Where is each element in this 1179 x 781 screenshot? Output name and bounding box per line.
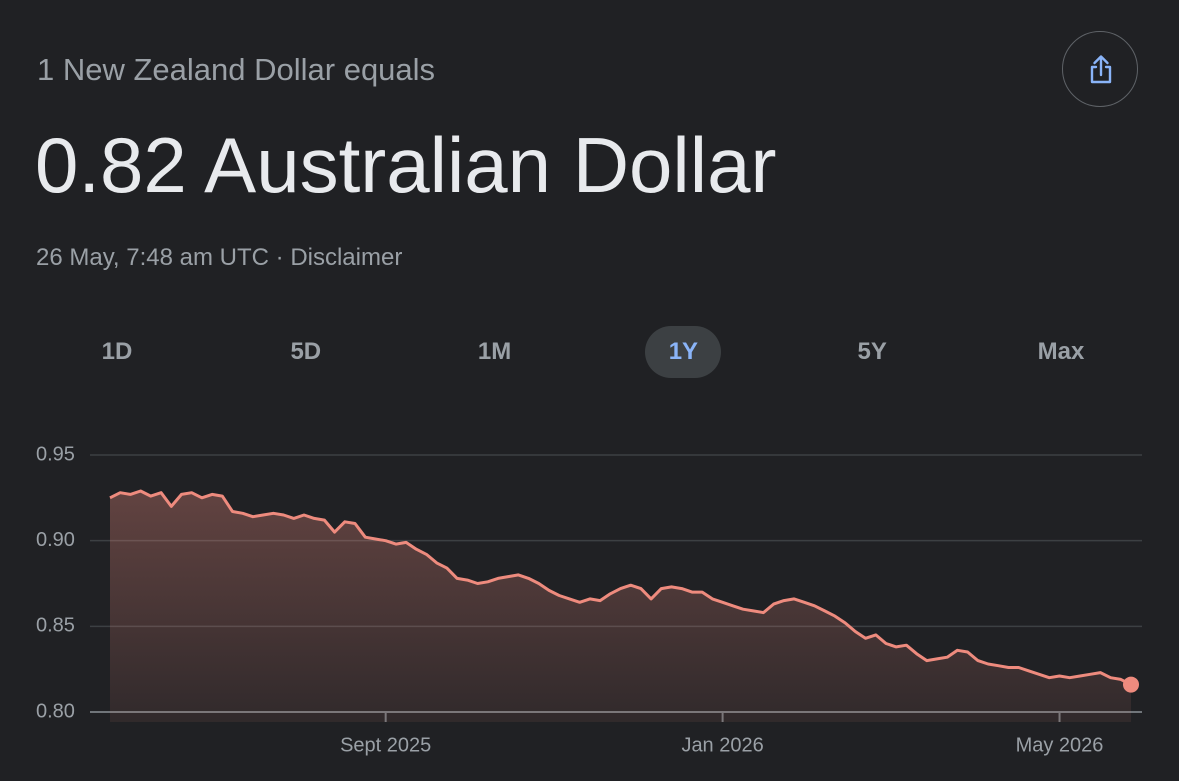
range-button[interactable]: Max [1023, 326, 1099, 378]
x-tick-label: Jan 2026 [681, 734, 763, 756]
disclaimer-link[interactable]: Disclaimer [290, 244, 403, 271]
chart: 0.80 0.85 0.90 0.95 Sept 2025 Jan 2026 May 202… [36, 443, 1142, 756]
x-tick-label: May 2026 [1016, 734, 1104, 756]
share-icon [1090, 55, 1112, 84]
y-tick-label: 0.80 [36, 700, 75, 722]
y-tick-label: 0.95 [36, 443, 75, 465]
subtitle: 1 New Zealand Dollar equals [37, 52, 436, 87]
rate-value: 0.82 Australian Dollar [35, 121, 777, 209]
range-button[interactable]: 1M [457, 326, 533, 378]
meta-line: 26 May, 7:48 am UTC · Disclaimer [36, 244, 402, 272]
x-tick-label: Sept 2025 [340, 734, 431, 756]
area [110, 491, 1131, 722]
range-selector: 1D 5D 1M 1Y 5Y Max [0, 320, 1179, 384]
range-button[interactable]: 1D [79, 326, 155, 378]
range-button[interactable]: 5Y [834, 326, 910, 378]
share-button[interactable] [1062, 31, 1138, 107]
separator: · [275, 244, 284, 271]
line [109, 489, 1132, 686]
range-button[interactable]: 1Y [645, 326, 722, 378]
y-tick-label: 0.90 [36, 529, 75, 551]
timestamp: 26 May, 7:48 am UTC [36, 244, 269, 271]
end-point [1123, 676, 1139, 693]
range-button[interactable]: 5D [268, 326, 344, 378]
y-tick-label: 0.85 [36, 615, 75, 637]
